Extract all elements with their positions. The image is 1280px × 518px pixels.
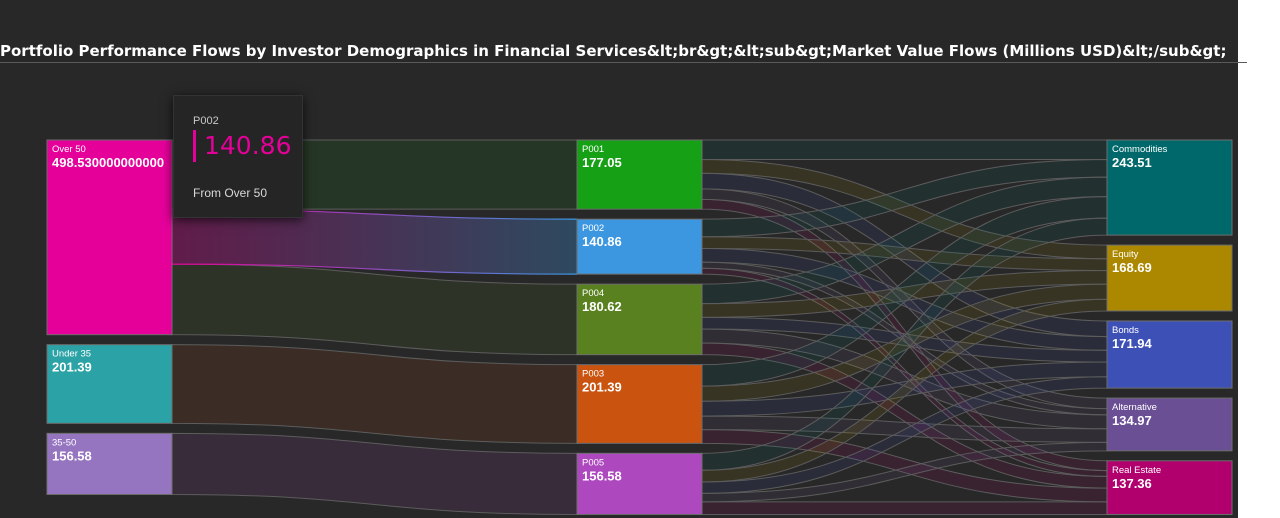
node-value-equity: 168.69 [1112, 260, 1152, 275]
node-bar-35-50[interactable] [46, 432, 173, 495]
node-label-bonds: Bonds [1112, 325, 1139, 336]
node-label-p001: P001 [582, 144, 604, 155]
flow-link-under-35-to-p003[interactable] [171, 344, 578, 444]
flow-link-35-50-to-p005[interactable] [171, 432, 578, 515]
node-label-equity: Equity [1112, 249, 1139, 260]
node-label-p004: P004 [582, 288, 604, 299]
node-bar-p003[interactable] [576, 364, 703, 444]
node-value-p003: 201.39 [582, 380, 622, 395]
node-label-alternative: Alternative [1112, 402, 1157, 413]
node-label-p005: P005 [582, 457, 604, 468]
node-bar-alternative[interactable] [1106, 397, 1233, 452]
title-divider [0, 62, 1247, 63]
node-value-p005: 156.58 [582, 468, 622, 483]
node-bar-equity[interactable] [1106, 244, 1233, 312]
node-bar-p004[interactable] [576, 283, 703, 356]
flow-link-over-50-to-p002[interactable] [171, 208, 578, 275]
node-bar-p002[interactable] [576, 218, 703, 275]
node-value-p004: 180.62 [582, 299, 622, 314]
chart-title: Portfolio Performance Flows by Investor … [0, 42, 1227, 60]
node-value-alternative: 134.97 [1112, 413, 1152, 428]
node-label-over-50: Over 50 [52, 144, 86, 155]
node-label-35-50: 35-50 [52, 437, 76, 448]
flow-link-over-50-to-p004[interactable] [171, 263, 578, 356]
tooltip-source: From Over 50 [193, 186, 268, 200]
node-value-p002: 140.86 [582, 234, 622, 249]
tooltip-node-name: P002 [193, 115, 219, 127]
node-bar-p001[interactable] [576, 139, 703, 210]
node-label-p003: P003 [582, 369, 604, 380]
node-bar-over-50[interactable] [46, 139, 173, 336]
node-label-commodities: Commodities [1112, 144, 1168, 155]
tooltip-accent-bar [193, 130, 196, 162]
node-bar-bonds[interactable] [1106, 320, 1233, 389]
node-bar-under-35[interactable] [46, 344, 173, 424]
node-label-under-35: Under 35 [52, 349, 91, 360]
node-label-real-estate: Real Estate [1112, 465, 1161, 476]
node-value-35-50: 156.58 [52, 448, 92, 463]
node-value-bonds: 171.94 [1112, 336, 1153, 351]
tooltip-value: 140.86 [204, 131, 292, 160]
hover-tooltip: P002 140.86 From Over 50 [173, 95, 303, 218]
node-bar-real-estate[interactable] [1106, 460, 1233, 515]
node-value-under-35: 201.39 [52, 360, 92, 375]
node-label-p002: P002 [582, 223, 604, 234]
sankey-links [171, 139, 1108, 515]
node-value-real-estate: 137.36 [1112, 476, 1152, 491]
node-value-commodities: 243.51 [1112, 155, 1152, 170]
flow-link-p001-to-commodities[interactable] [701, 139, 1108, 161]
chart-area: Portfolio Performance Flows by Investor … [0, 0, 1247, 518]
node-bar-commodities[interactable] [1106, 139, 1233, 236]
node-value-p001: 177.05 [582, 155, 622, 170]
flow-link-p005-to-real-estate[interactable] [701, 501, 1108, 515]
node-bar-p005[interactable] [576, 452, 703, 515]
node-value-over-50: 498.530000000000 [52, 155, 164, 170]
